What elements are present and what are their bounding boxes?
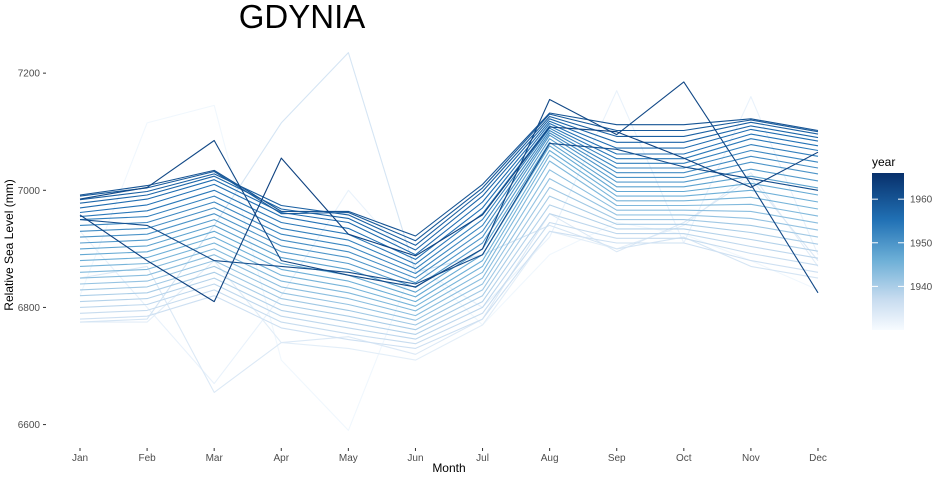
x-tick-label: May (339, 453, 358, 464)
series-line-1948 (79, 141, 819, 293)
series-line-1937 (79, 221, 819, 345)
series-line-1951 (79, 132, 819, 279)
series-line-1942 (79, 178, 819, 321)
series-line-1938 (79, 213, 819, 340)
series-line-1962 (79, 81, 819, 294)
x-tick-label: Oct (676, 453, 692, 464)
y-axis: 6600 6800 7000 7200 (18, 69, 46, 431)
x-tick-label: Jun (407, 453, 423, 464)
x-tick-label: Sep (608, 453, 626, 464)
series-line-1959 (79, 113, 819, 242)
series-line-1955 (79, 122, 819, 260)
x-tick-label: Jan (72, 453, 88, 464)
x-tick-label: Feb (138, 453, 156, 464)
series-line-1958 (79, 115, 819, 246)
legend: year 1940 1950 1960 (872, 155, 933, 330)
x-tick-label: Mar (206, 453, 224, 464)
legend-ticks: 1940 1950 1960 (872, 195, 933, 293)
y-tick-label: 6800 (18, 303, 41, 314)
series-line-1941 (79, 186, 819, 326)
y-axis-title: Relative Sea Level (mm) (2, 179, 16, 310)
series-line-1944 (79, 160, 819, 312)
series-line-1961 (79, 142, 819, 285)
series-line-1956 (79, 120, 819, 256)
legend-tick-label: 1940 (910, 282, 933, 293)
y-tick-label: 7200 (18, 69, 41, 80)
legend-tick-label: 1950 (910, 238, 933, 249)
series-line-1963 (79, 126, 819, 303)
series-line-1939 (79, 204, 819, 335)
series-line-1954 (79, 125, 819, 265)
x-tick-label: Jul (476, 453, 489, 464)
series-line-1946 (79, 149, 819, 303)
x-axis-title: Month (432, 461, 465, 475)
series-line-1947 (79, 145, 819, 298)
y-tick-label: 7000 (18, 186, 41, 197)
legend-tick-label: 1960 (910, 195, 933, 206)
series-line-1940 (79, 195, 819, 331)
series-line-1952 (79, 129, 819, 275)
series-line-1949 (79, 138, 819, 289)
series-line-1957 (79, 118, 819, 251)
x-axis: Jan Feb Mar Apr May Jun Jul Aug Sep Oct Nov Dec (72, 448, 827, 464)
y-tick-label: 6600 (18, 420, 41, 431)
x-tick-label: Dec (809, 453, 827, 464)
series-line-1945 (79, 154, 819, 307)
series-line-1931 (79, 104, 819, 431)
series-line-1950 (79, 134, 819, 284)
series-line-1953 (79, 127, 819, 270)
x-tick-label: Apr (273, 453, 289, 464)
chart-title: GDYNIA (239, 0, 366, 35)
series-line-1932 (79, 90, 819, 385)
plot-lines (79, 52, 819, 431)
series-line-1936 (79, 230, 819, 349)
series-line-1943 (79, 169, 819, 317)
x-tick-label: Aug (541, 453, 559, 464)
x-tick-label: Nov (742, 453, 760, 464)
series-line-1960 (79, 112, 819, 237)
legend-colorbar (872, 173, 904, 330)
legend-title: year (872, 155, 895, 169)
series-line-1933 (80, 172, 819, 361)
